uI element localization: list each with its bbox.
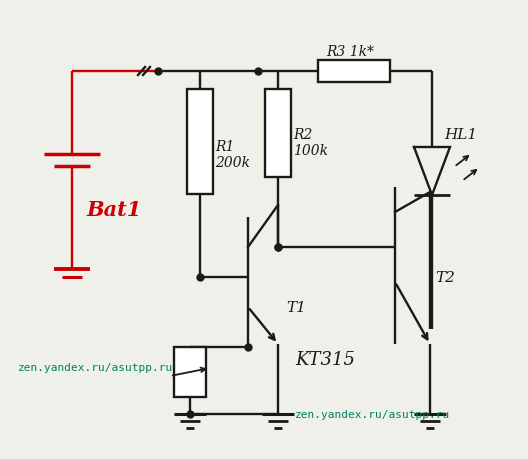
Text: zen.yandex.ru/asutpp.ru: zen.yandex.ru/asutpp.ru xyxy=(18,362,173,372)
Text: R2
100k: R2 100k xyxy=(293,128,328,158)
Bar xyxy=(187,90,213,195)
Text: R1
200k: R1 200k xyxy=(215,140,250,170)
Text: zen.yandex.ru/asutpp.ru: zen.yandex.ru/asutpp.ru xyxy=(295,409,450,419)
Bar xyxy=(265,90,291,178)
Text: T1: T1 xyxy=(286,300,306,314)
Bar xyxy=(174,347,206,397)
Text: HL1: HL1 xyxy=(444,128,477,142)
Text: T2: T2 xyxy=(435,270,455,285)
Text: Bat1: Bat1 xyxy=(86,200,142,219)
Text: R3 1k*: R3 1k* xyxy=(326,45,374,59)
Text: KT315: KT315 xyxy=(295,350,355,368)
Bar xyxy=(318,61,390,83)
